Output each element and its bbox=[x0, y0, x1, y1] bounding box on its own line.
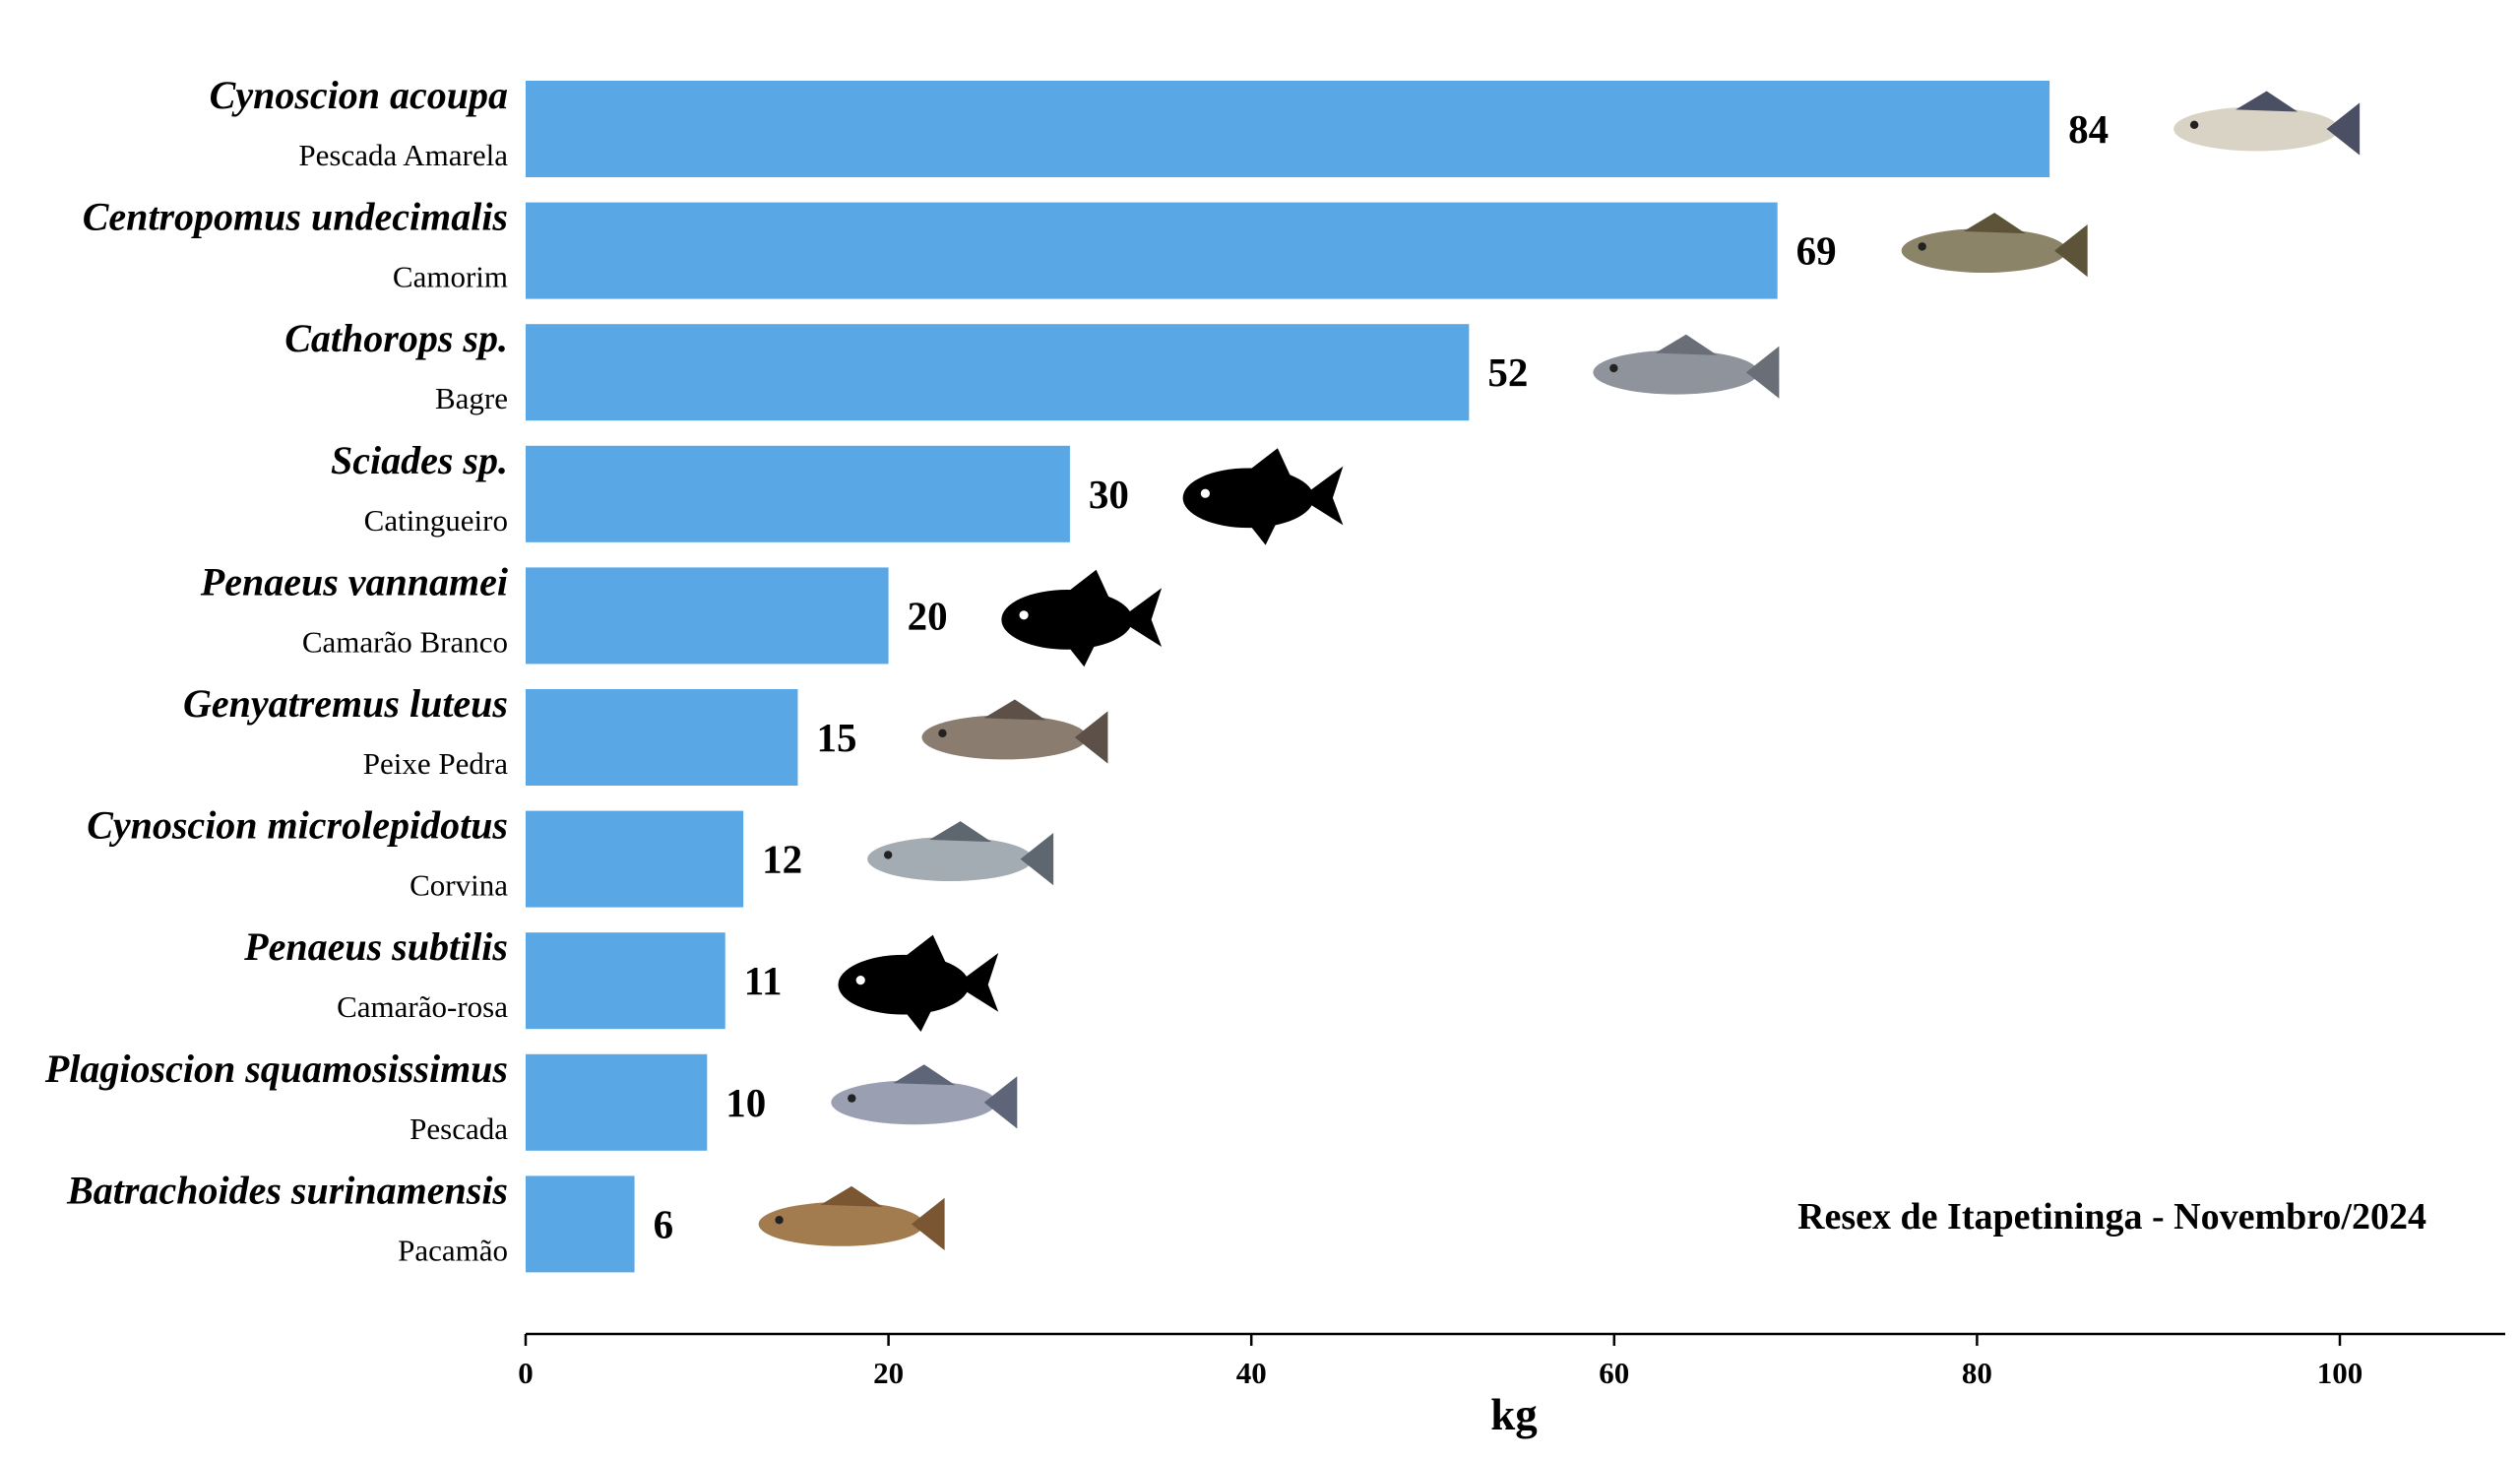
bar-value-label: 11 bbox=[744, 958, 783, 1003]
bar bbox=[526, 932, 725, 1030]
category-common-label: Corvina bbox=[410, 868, 508, 903]
bar bbox=[526, 445, 1070, 542]
fish-photo-batrachoides-surinamensis-icon bbox=[758, 1185, 945, 1250]
bar-value-label: 15 bbox=[816, 715, 856, 760]
x-axis: 0 20 40 60 80 100 bbox=[518, 1332, 2505, 1390]
x-tick-label: 20 bbox=[873, 1356, 904, 1390]
category-common-label: Peixe Pedra bbox=[363, 746, 508, 781]
fish-photo-cynoscion-acoupa-icon bbox=[2174, 91, 2361, 156]
bar bbox=[526, 689, 798, 786]
category-common-label: Camorim bbox=[393, 260, 508, 294]
bar bbox=[526, 810, 744, 908]
fish-photo-cathorops-icon bbox=[1593, 334, 1780, 399]
bar bbox=[526, 324, 1470, 421]
fish-silhouette-icon bbox=[838, 934, 999, 1033]
bar bbox=[526, 1175, 635, 1273]
bar-value-label: 6 bbox=[654, 1201, 674, 1246]
fish-icons-group bbox=[758, 91, 2361, 1250]
chart-annotation: Resex de Itapetininga - Novembro/2024 bbox=[1797, 1196, 2426, 1238]
fish-photo-centropomus-undecimalis-icon bbox=[1901, 213, 2088, 278]
bar-value-label: 20 bbox=[908, 593, 948, 638]
category-scientific-label: Penaeus subtilis bbox=[243, 924, 508, 969]
fish-silhouette-icon bbox=[1001, 569, 1163, 667]
category-common-label: Camarão Branco bbox=[302, 624, 508, 659]
x-tick-label: 80 bbox=[1962, 1356, 1992, 1390]
bar bbox=[526, 202, 1778, 299]
bar bbox=[526, 1053, 708, 1151]
category-labels-group: Cynoscion acoupa Pescada Amarela Centropom… bbox=[44, 73, 508, 1267]
category-scientific-label: Centropomus undecimalis bbox=[83, 195, 508, 239]
bars-group: 84 69 52 30 20 15 12 11 10 6 bbox=[526, 81, 2109, 1273]
bar-value-label: 30 bbox=[1089, 472, 1129, 517]
x-tick-label: 100 bbox=[2317, 1356, 2363, 1390]
bar-value-label: 12 bbox=[762, 837, 802, 882]
bar bbox=[526, 567, 889, 665]
category-scientific-label: Cynoscion acoupa bbox=[210, 73, 508, 117]
category-common-label: Pescada bbox=[410, 1111, 508, 1146]
category-common-label: Pacamão bbox=[398, 1233, 508, 1267]
bar-value-label: 52 bbox=[1487, 349, 1528, 395]
x-axis-title: kg bbox=[1490, 1390, 1538, 1439]
bar bbox=[526, 81, 2050, 177]
category-scientific-label: Batrachoides surinamensis bbox=[66, 1168, 508, 1212]
category-scientific-label: Penaeus vannamei bbox=[200, 559, 508, 603]
fish-silhouette-icon bbox=[1182, 448, 1344, 545]
fish-photo-cynoscion-microlepidotus-icon bbox=[867, 821, 1054, 886]
x-tick-label: 40 bbox=[1236, 1356, 1267, 1390]
bar-value-label: 69 bbox=[1796, 228, 1837, 274]
category-scientific-label: Cynoscion microlepidotus bbox=[87, 803, 508, 848]
x-tick-label: 60 bbox=[1599, 1356, 1629, 1390]
category-scientific-label: Sciades sp. bbox=[331, 438, 508, 482]
x-tick-label: 0 bbox=[518, 1356, 534, 1390]
category-common-label: Camarão-rosa bbox=[337, 989, 508, 1024]
fish-photo-genyatremus-luteus-icon bbox=[921, 699, 1108, 764]
category-scientific-label: Cathorops sp. bbox=[284, 316, 508, 360]
category-common-label: Bagre bbox=[435, 381, 508, 415]
category-scientific-label: Plagioscion squamosissimus bbox=[44, 1047, 508, 1091]
bar-value-label: 10 bbox=[725, 1080, 766, 1125]
category-common-label: Catingueiro bbox=[364, 503, 508, 538]
category-common-label: Pescada Amarela bbox=[298, 138, 508, 172]
fish-photo-plagioscion-squamosissimus-icon bbox=[831, 1064, 1018, 1129]
category-scientific-label: Genyatremus luteus bbox=[183, 681, 508, 726]
bar-value-label: 84 bbox=[2068, 106, 2109, 152]
